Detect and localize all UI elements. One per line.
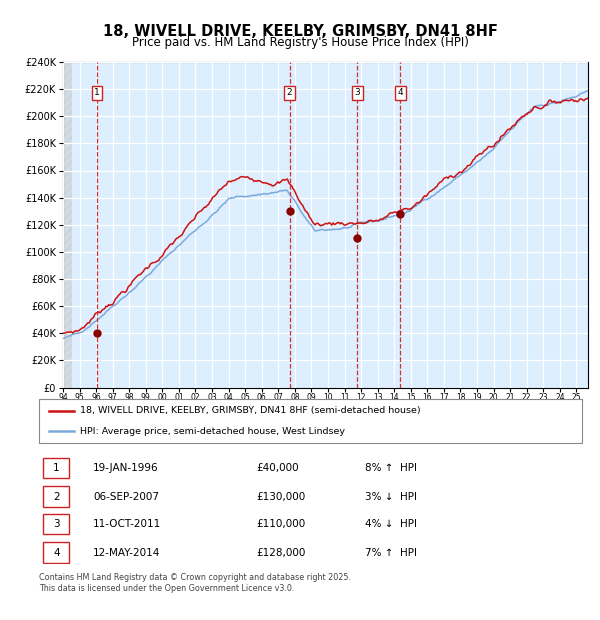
Text: 3% ↓  HPI: 3% ↓ HPI (365, 492, 417, 502)
Text: Contains HM Land Registry data © Crown copyright and database right 2025.
This d: Contains HM Land Registry data © Crown c… (39, 574, 351, 593)
FancyBboxPatch shape (43, 458, 70, 478)
Text: 12-MAY-2014: 12-MAY-2014 (94, 547, 161, 558)
Text: 1: 1 (94, 89, 100, 97)
FancyBboxPatch shape (43, 486, 70, 507)
Text: 19-JAN-1996: 19-JAN-1996 (94, 463, 159, 473)
Text: £40,000: £40,000 (256, 463, 299, 473)
Text: £128,000: £128,000 (256, 547, 305, 558)
Text: 7% ↑  HPI: 7% ↑ HPI (365, 547, 417, 558)
Text: 3: 3 (355, 89, 361, 97)
Text: 3: 3 (53, 519, 59, 529)
Text: 2: 2 (287, 89, 292, 97)
Text: 4% ↓  HPI: 4% ↓ HPI (365, 519, 417, 529)
Text: 4: 4 (53, 547, 59, 558)
Text: 06-SEP-2007: 06-SEP-2007 (94, 492, 160, 502)
Text: 18, WIVELL DRIVE, KEELBY, GRIMSBY, DN41 8HF (semi-detached house): 18, WIVELL DRIVE, KEELBY, GRIMSBY, DN41 … (80, 406, 421, 415)
Text: 11-OCT-2011: 11-OCT-2011 (94, 519, 161, 529)
Text: 1: 1 (53, 463, 59, 473)
Text: 4: 4 (397, 89, 403, 97)
FancyBboxPatch shape (43, 542, 70, 563)
Text: 2: 2 (53, 492, 59, 502)
Bar (63, 62, 72, 388)
Text: HPI: Average price, semi-detached house, West Lindsey: HPI: Average price, semi-detached house,… (80, 427, 345, 436)
Text: £110,000: £110,000 (256, 519, 305, 529)
FancyBboxPatch shape (39, 399, 582, 443)
Text: Price paid vs. HM Land Registry's House Price Index (HPI): Price paid vs. HM Land Registry's House … (131, 36, 469, 49)
Text: 18, WIVELL DRIVE, KEELBY, GRIMSBY, DN41 8HF: 18, WIVELL DRIVE, KEELBY, GRIMSBY, DN41 … (103, 24, 497, 38)
Text: £130,000: £130,000 (256, 492, 305, 502)
Text: 8% ↑  HPI: 8% ↑ HPI (365, 463, 417, 473)
FancyBboxPatch shape (43, 514, 70, 534)
